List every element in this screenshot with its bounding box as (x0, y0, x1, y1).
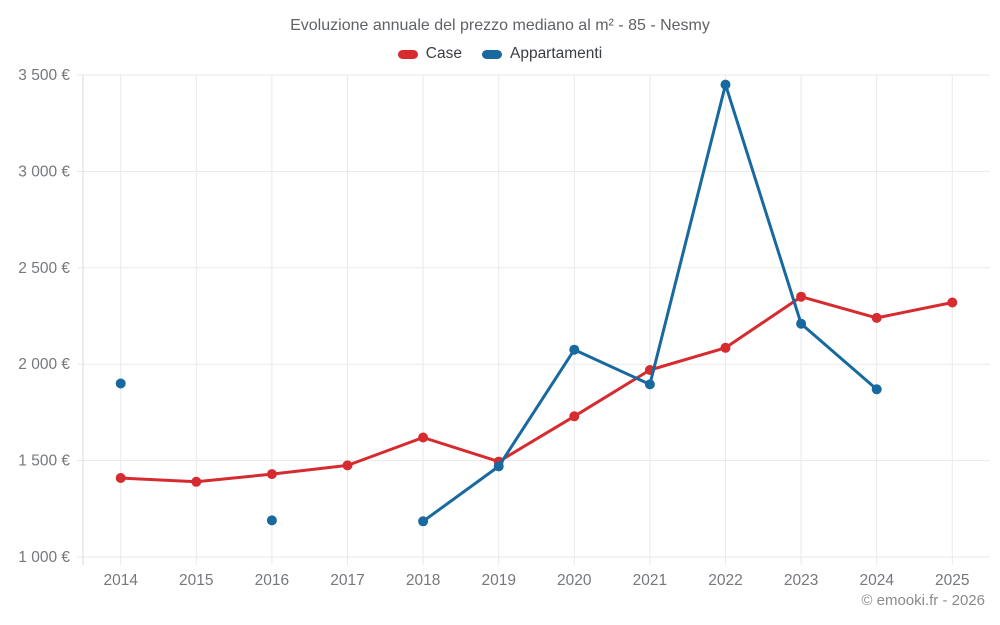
data-point-case-2017 (342, 460, 353, 471)
data-point-case-2022 (720, 342, 731, 353)
data-point-appartamenti-2021 (644, 379, 655, 390)
x-axis-tick-label: 2023 (784, 572, 818, 589)
legend-item-case[interactable]: Case (397, 45, 462, 63)
data-point-appartamenti-2014 (115, 378, 126, 389)
attribution-text: © emooki.fr - 2026 (861, 592, 985, 609)
chart-legend: Case Appartamenti (0, 45, 1000, 63)
x-axis-tick-label: 2020 (557, 572, 592, 589)
data-point-case-2018 (418, 432, 429, 443)
x-axis-tick-label: 2025 (935, 572, 969, 589)
data-point-case-2023 (796, 291, 807, 302)
data-point-case-2015 (191, 476, 202, 487)
data-point-case-2016 (266, 469, 277, 480)
y-axis-tick-label: 3 000 € (18, 163, 70, 180)
x-axis-tick-label: 2014 (103, 572, 138, 589)
legend-label: Appartamenti (509, 45, 603, 62)
x-axis-tick-label: 2015 (179, 572, 213, 589)
data-point-appartamenti-2023 (796, 318, 807, 329)
legend-swatch-appartamenti (481, 49, 502, 59)
y-axis-tick-label: 3 500 € (18, 67, 70, 84)
y-axis-tick-label: 1 000 € (18, 549, 70, 566)
legend-label: Case (425, 45, 462, 62)
legend-swatch-case (397, 49, 418, 59)
y-axis-tick-label: 2 500 € (18, 260, 70, 277)
data-point-appartamenti-2024 (871, 384, 882, 395)
y-axis-tick-label: 1 500 € (18, 453, 70, 470)
y-axis-tick-label: 2 000 € (18, 356, 70, 373)
data-point-appartamenti-2019 (493, 461, 504, 472)
data-point-case-2025 (947, 297, 958, 308)
data-point-appartamenti-2018 (418, 516, 429, 527)
x-axis-tick-label: 2017 (330, 572, 364, 589)
x-axis-tick-label: 2022 (708, 572, 742, 589)
x-axis-tick-label: 2018 (406, 572, 440, 589)
data-point-case-2020 (569, 411, 580, 422)
data-point-appartamenti-2020 (569, 344, 580, 355)
legend-item-appartamenti[interactable]: Appartamenti (481, 45, 603, 63)
data-point-case-2014 (115, 473, 126, 483)
x-axis-tick-label: 2019 (481, 572, 515, 589)
chart-title: Evoluzione annuale del prezzo mediano al… (290, 17, 710, 34)
x-axis-tick-label: 2024 (859, 572, 894, 589)
data-point-appartamenti-2016 (266, 515, 277, 526)
series-line-case (119, 295, 954, 484)
data-point-case-2024 (871, 312, 882, 323)
x-axis-tick-label: 2021 (633, 572, 667, 589)
x-axis-tick-label: 2016 (255, 572, 289, 589)
data-point-appartamenti-2022 (720, 79, 731, 90)
